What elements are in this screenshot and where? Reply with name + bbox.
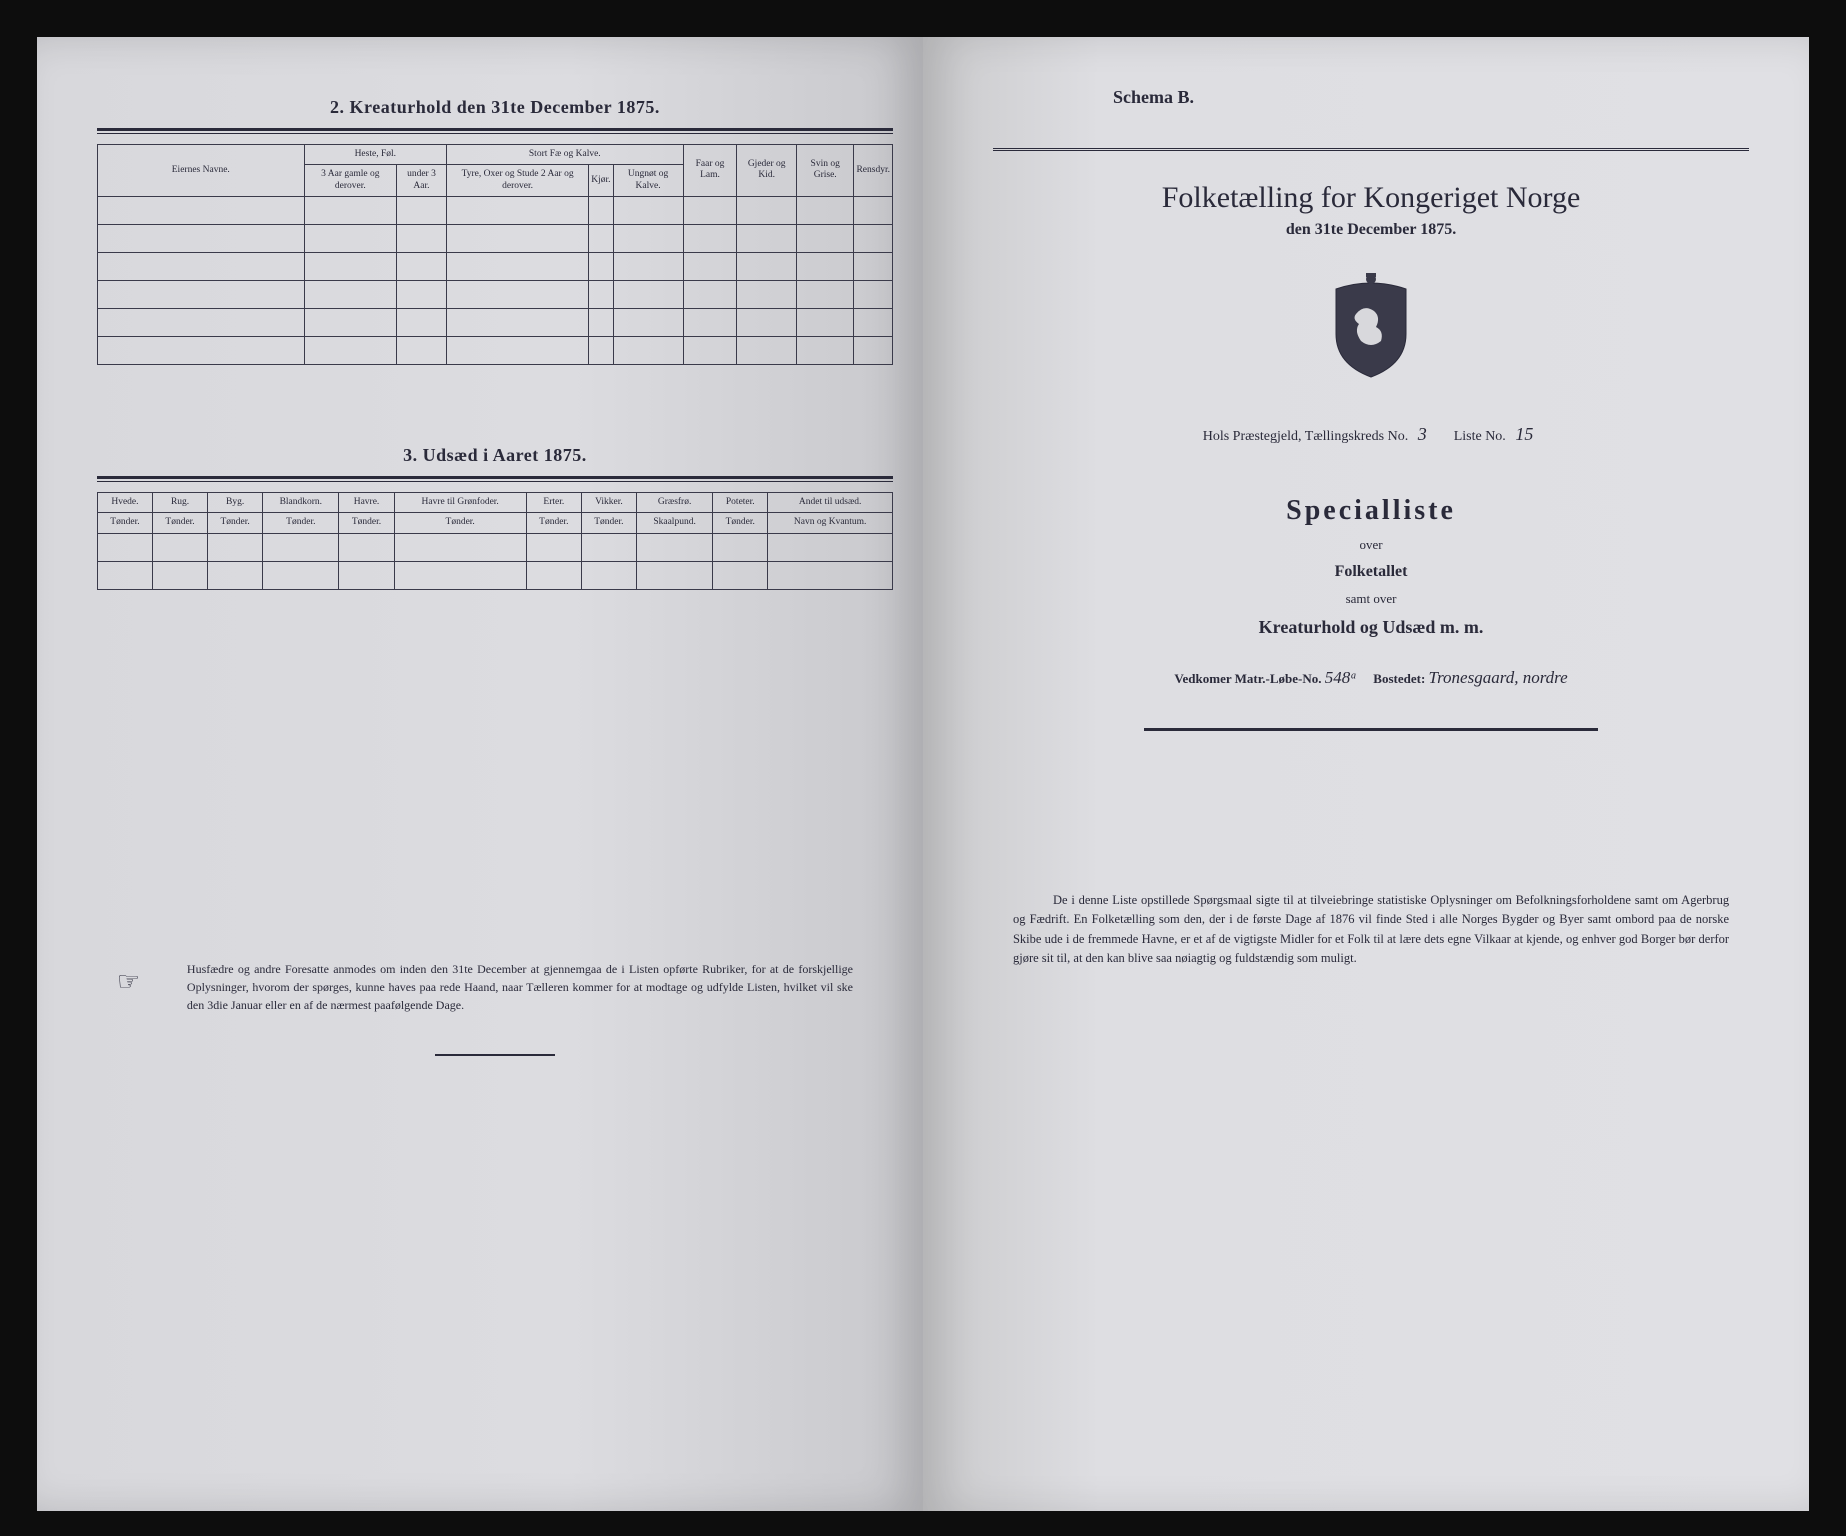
table-row	[97, 337, 892, 365]
col-faar: Faar og Lam.	[683, 144, 737, 196]
kreaturhold-table: Eiernes Navne. Heste, Føl. Stort Fæ og K…	[97, 144, 893, 365]
left-page: 2. Kreaturhold den 31te December 1875. E…	[37, 37, 923, 1512]
c5: Havre.	[339, 493, 394, 513]
folketallet: Folketallet	[993, 563, 1749, 581]
udsaed-table: Hvede. Rug. Byg. Blandkorn. Havre. Havre…	[97, 492, 893, 590]
table-row	[97, 197, 892, 225]
u11: Navn og Kvantum.	[768, 513, 893, 533]
over-label: over	[993, 537, 1749, 553]
c11: Andet til udsæd.	[768, 493, 893, 513]
c2: Rug.	[153, 493, 208, 513]
pointing-hand-icon: ☞	[117, 962, 140, 1001]
vedkommer-line: Vedkomer Matr.-Løbe-No. 548ᵃ Bostedet: T…	[993, 668, 1749, 688]
sub-h2: under 3 Aar.	[396, 165, 446, 197]
u6: Tønder.	[394, 513, 526, 533]
main-title: Folketælling for Kongeriget Norge	[993, 181, 1749, 215]
u8: Tønder.	[581, 513, 636, 533]
liste-no: 15	[1509, 424, 1539, 444]
c7: Erter.	[526, 493, 581, 513]
u1: Tønder.	[97, 513, 152, 533]
rule	[97, 133, 893, 134]
matr-no: 548ᵃ	[1325, 668, 1357, 687]
c9: Græsfrø.	[636, 493, 712, 513]
date-line: den 31te December 1875.	[993, 221, 1749, 239]
u10: Tønder.	[713, 513, 768, 533]
sub-s3: Ungnøt og Kalve.	[613, 165, 683, 197]
schema-label: Schema B.	[1113, 87, 1749, 108]
vedk-prefix: Vedkomer Matr.-Løbe-No.	[1174, 671, 1321, 686]
rule	[97, 481, 893, 482]
table-row	[97, 281, 892, 309]
right-page: Schema B. Folketælling for Kongeriget No…	[923, 37, 1809, 1512]
u4: Tønder.	[263, 513, 339, 533]
bosted: Tronesgaard, nordre	[1429, 668, 1568, 687]
col-eier: Eiernes Navne.	[97, 144, 304, 196]
explanatory-paragraph: De i denne Liste opstillede Spørgsmaal s…	[1013, 891, 1729, 969]
c8: Vikker.	[581, 493, 636, 513]
section2-title: 2. Kreaturhold den 31te December 1875.	[97, 97, 893, 118]
sub-s2: Kjør.	[589, 165, 613, 197]
u3: Tønder.	[208, 513, 263, 533]
meta-line: Hols Præstegjeld, Tællingskreds No. 3 Li…	[993, 424, 1749, 445]
divider	[1144, 728, 1598, 731]
u7: Tønder.	[526, 513, 581, 533]
rule	[435, 1054, 555, 1056]
book-spread: 2. Kreaturhold den 31te December 1875. E…	[0, 0, 1846, 1536]
c4: Blandkorn.	[263, 493, 339, 513]
specialliste-title: Specialliste	[993, 495, 1749, 527]
c1: Hvede.	[97, 493, 152, 513]
table-row	[97, 225, 892, 253]
col-rens: Rensdyr.	[854, 144, 893, 196]
u5: Tønder.	[339, 513, 394, 533]
col-heste: Heste, Føl.	[304, 144, 446, 164]
samt-label: samt over	[993, 591, 1749, 607]
sub-h1: 3 Aar gamle og derover.	[304, 165, 396, 197]
u9: Skaalpund.	[636, 513, 712, 533]
table-row	[97, 253, 892, 281]
coat-of-arms-icon	[993, 269, 1749, 384]
table-row	[97, 309, 892, 337]
col-gjeder: Gjeder og Kid.	[737, 144, 797, 196]
c3: Byg.	[208, 493, 263, 513]
section3-title: 3. Udsæd i Aaret 1875.	[97, 445, 893, 466]
liste-label: Liste No.	[1454, 429, 1506, 444]
c10: Poteter.	[713, 493, 768, 513]
bosted-label: Bostedet:	[1373, 671, 1425, 686]
kreds-no: 3	[1412, 424, 1433, 444]
table-row	[97, 561, 892, 589]
rule	[97, 476, 893, 479]
kreatur-line: Kreaturhold og Udsæd m. m.	[993, 617, 1749, 638]
c6: Havre til Grønfoder.	[394, 493, 526, 513]
sub-s1: Tyre, Oxer og Stude 2 Aar og derover.	[446, 165, 588, 197]
col-stort: Stort Fæ og Kalve.	[446, 144, 683, 164]
col-svin: Svin og Grise.	[796, 144, 853, 196]
footer-instruction: ☞ Husfædre og andre Foresatte anmodes om…	[187, 960, 853, 1014]
rule	[97, 128, 893, 131]
meta-prefix: Hols Præstegjeld, Tællingskreds No.	[1203, 429, 1408, 444]
footer-text: Husfædre og andre Foresatte anmodes om i…	[187, 962, 853, 1012]
u2: Tønder.	[153, 513, 208, 533]
table-row	[97, 533, 892, 561]
